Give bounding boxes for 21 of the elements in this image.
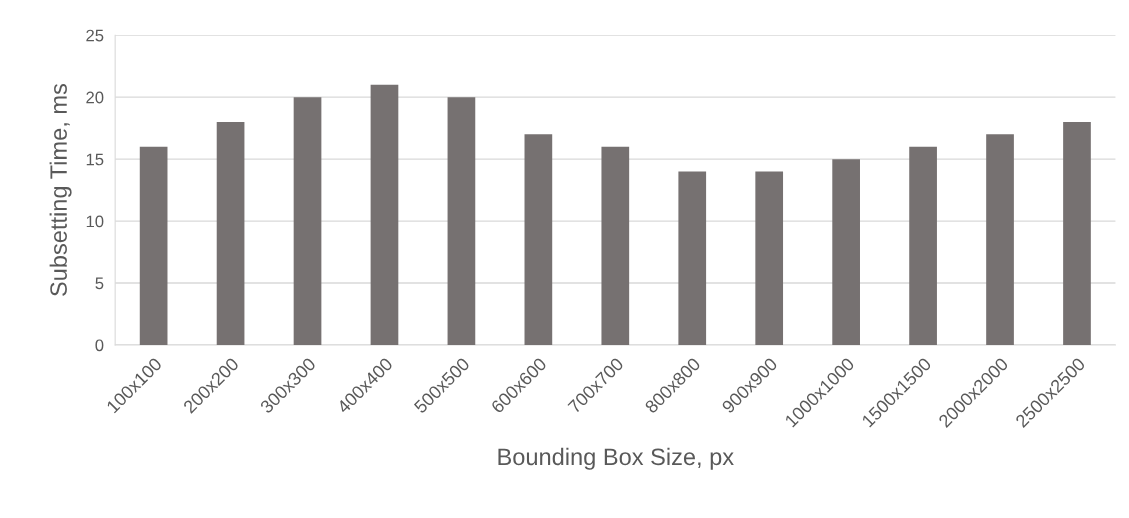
bar [678,171,707,345]
y-tick-label: 20 [86,91,104,104]
bar [293,97,322,345]
bar [216,121,245,345]
y-axis-title: Subsetting Time, ms [49,84,72,296]
y-tick-label: 15 [86,153,104,166]
bar [832,159,860,345]
bar [1063,121,1091,345]
y-tick-label: 0 [95,339,104,352]
bar [447,97,476,345]
y-tick-label: 5 [95,277,104,290]
bar [524,134,553,345]
y-tick-label: 10 [86,215,104,228]
bar [370,84,399,345]
bar [909,146,937,345]
y-tick-label: 25 [86,29,104,42]
bar [601,146,630,345]
x-axis-title: Bounding Box Size, px [498,447,734,470]
bar [986,134,1014,345]
bar [139,146,168,345]
bar [755,171,784,345]
